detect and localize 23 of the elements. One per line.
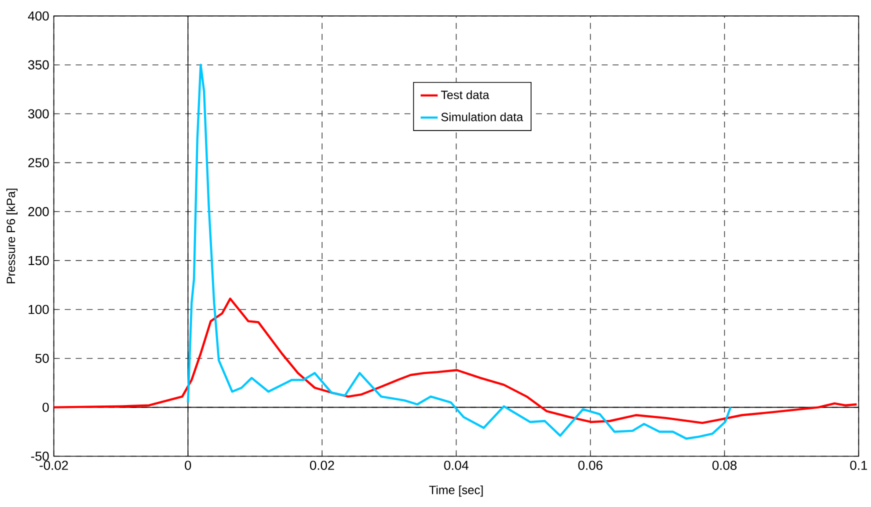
y-tick-label: 100 [28, 304, 49, 314]
y-tick-label: 50 [35, 354, 49, 363]
y-tick-label: 0 [42, 402, 49, 412]
x-tick-label: 0.1 [850, 460, 868, 470]
y-tick-label: 250 [28, 158, 49, 168]
x-tick-label: 0.04 [444, 460, 468, 470]
x-tick-label: -0.02 [40, 460, 68, 470]
x-tick-label: 0 [184, 460, 192, 470]
y-axis-title: Pressure P6 [kPa] [6, 188, 18, 284]
x-tick-label: 0.02 [310, 460, 334, 470]
y-tick-label: 350 [28, 60, 49, 70]
y-tick-label: 200 [28, 207, 49, 216]
y-tick-label: -50 [31, 452, 49, 461]
y-tick-label: 150 [28, 256, 49, 266]
x-axis-title: Time [sec] [429, 485, 483, 497]
line-series [186, 64, 732, 440]
y-tick-label: 300 [28, 109, 49, 118]
y-tick-label: 400 [28, 11, 49, 21]
line-series [54, 298, 858, 424]
x-tick-label: 0.06 [578, 460, 602, 470]
legend-label: Simulation data [441, 112, 524, 122]
x-tick-label: 0.08 [712, 460, 737, 470]
legend-label: Test data [441, 90, 490, 100]
